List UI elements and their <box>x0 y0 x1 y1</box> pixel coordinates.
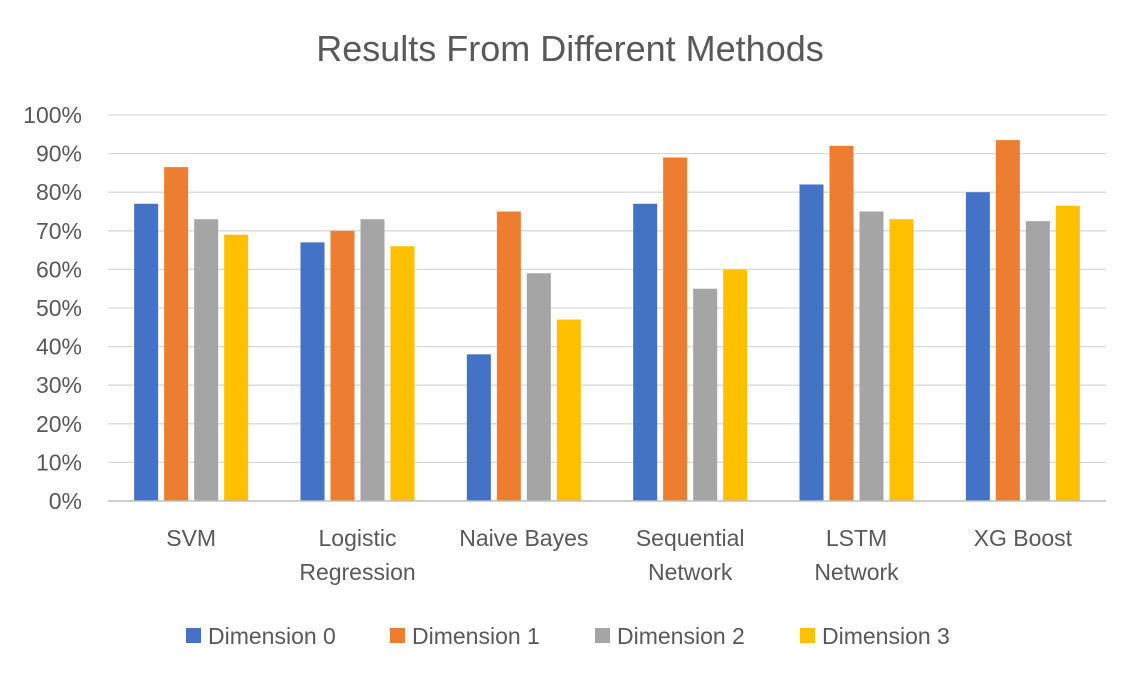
bar-dimension-2 <box>526 273 551 501</box>
legend-swatch <box>186 628 201 643</box>
y-tick-label: 30% <box>36 372 82 398</box>
legend-label: Dimension 1 <box>412 623 540 649</box>
bar-dimension-1 <box>995 140 1020 501</box>
legend-label: Dimension 3 <box>822 623 950 649</box>
y-tick-label: 40% <box>36 334 82 360</box>
x-category-label: Regression <box>299 559 415 585</box>
bar-dimension-0 <box>633 203 658 501</box>
bar-dimension-3 <box>390 246 415 501</box>
bar-dimension-1 <box>164 167 189 502</box>
y-tick-label: 20% <box>36 411 82 437</box>
x-category-label: Network <box>814 559 899 585</box>
bar-dimension-2 <box>194 219 219 501</box>
y-tick-label: 100% <box>23 102 82 128</box>
y-tick-label: 90% <box>36 141 82 167</box>
bar-dimension-0 <box>466 354 491 501</box>
y-tick-label: 0% <box>49 488 82 514</box>
x-category-label: Naive Bayes <box>459 525 588 551</box>
bar-dimension-0 <box>965 192 990 501</box>
y-tick-label: 50% <box>36 295 82 321</box>
legend-swatch <box>595 628 610 643</box>
x-category-label: LSTM <box>826 525 887 551</box>
bar-dimension-2 <box>693 288 718 501</box>
bar-dimension-3 <box>556 319 581 501</box>
bar-dimension-1 <box>496 211 521 501</box>
y-tick-label: 10% <box>36 449 82 475</box>
bar-dimension-1 <box>829 145 854 501</box>
bar-dimension-0 <box>799 184 824 502</box>
bar-dimension-0 <box>300 242 325 501</box>
x-category-label: XG Boost <box>974 525 1073 551</box>
bars <box>134 140 1080 502</box>
bar-dimension-2 <box>360 219 385 501</box>
legend-label: Dimension 2 <box>617 623 745 649</box>
bar-dimension-3 <box>889 219 914 501</box>
bar-dimension-3 <box>723 269 748 501</box>
chart-title: Results From Different Methods <box>316 28 824 69</box>
bar-dimension-2 <box>859 211 884 501</box>
legend-label: Dimension 0 <box>208 623 336 649</box>
y-tick-label: 70% <box>36 218 82 244</box>
x-category-label: Sequential <box>636 525 745 551</box>
y-axis-ticks: 0% 10% 20% 30% 40% 50% 60% 70% 80% 90% 100% <box>23 102 82 514</box>
gridlines <box>108 114 1106 464</box>
bar-dimension-3 <box>224 234 249 501</box>
bar-dimension-1 <box>663 157 688 501</box>
x-axis-categories: SVM Logistic Regression Naive Bayes Sequenti… <box>166 525 1072 585</box>
y-tick-label: 80% <box>36 179 82 205</box>
x-category-label: SVM <box>166 525 216 551</box>
x-category-label: Logistic <box>319 525 397 551</box>
x-category-label: Network <box>648 559 733 585</box>
bar-dimension-0 <box>134 203 159 501</box>
legend-swatch <box>390 628 405 643</box>
legend: Dimension 0 Dimension 1 Dimension 2 Dimensi… <box>186 623 950 649</box>
bar-dimension-1 <box>330 230 355 502</box>
bar-dimension-2 <box>1025 221 1050 501</box>
legend-swatch <box>800 628 815 643</box>
bar-dimension-3 <box>1055 205 1080 501</box>
y-tick-label: 60% <box>36 256 82 282</box>
